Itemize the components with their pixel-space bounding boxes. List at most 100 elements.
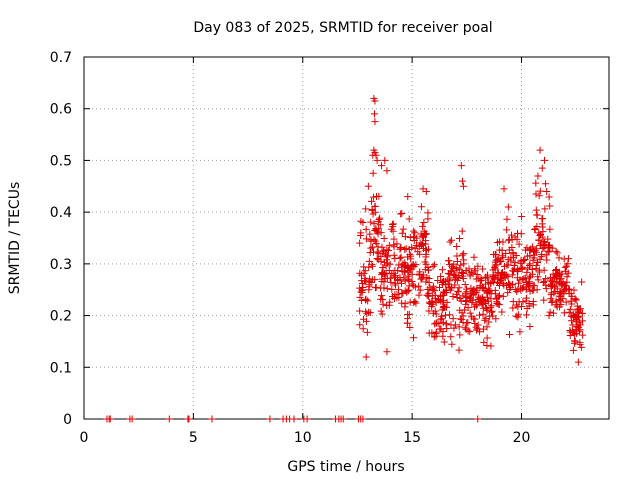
data-point: [416, 250, 424, 258]
data-point: [405, 215, 413, 223]
data-point: [422, 278, 430, 286]
data-point: [457, 297, 465, 305]
data-point: [379, 300, 387, 308]
data-point: [397, 210, 405, 218]
data-point: [470, 253, 478, 261]
data-point: [464, 304, 472, 312]
data-point: [461, 324, 469, 332]
data-point: [410, 227, 418, 235]
data-point: [474, 321, 482, 329]
data-point: [424, 209, 432, 217]
data-point: [383, 167, 391, 175]
data-point: [545, 312, 553, 320]
data-point: [532, 190, 540, 198]
data-point: [393, 240, 401, 248]
data-point: [422, 187, 430, 195]
data-point: [558, 281, 566, 289]
data-point: [576, 305, 584, 313]
data-point: [405, 282, 413, 290]
data-point: [513, 301, 521, 309]
data-point: [474, 295, 482, 303]
y-tick-label: 0.3: [50, 257, 72, 273]
data-point: [571, 295, 579, 303]
data-point: [390, 235, 398, 243]
x-tick-label: 5: [189, 430, 198, 446]
data-point: [380, 278, 388, 286]
data-point: [395, 261, 403, 269]
data-point: [479, 284, 487, 292]
data-point: [412, 299, 420, 307]
data-point: [377, 253, 385, 261]
data-point: [481, 316, 489, 324]
data-point: [362, 205, 370, 213]
data-point: [359, 284, 367, 292]
data-point: [369, 169, 377, 177]
data-point: [397, 253, 405, 261]
data-point: [509, 298, 517, 306]
data-point: [509, 249, 517, 257]
data-point: [466, 328, 474, 336]
data-point: [531, 225, 539, 233]
data-point: [460, 182, 468, 190]
y-tick-label: 0.6: [50, 102, 72, 118]
data-point: [567, 297, 575, 305]
y-tick-label: 0.7: [50, 50, 72, 66]
data-point: [387, 278, 395, 286]
data-point: [437, 273, 445, 281]
data-point: [540, 278, 548, 286]
data-points: [103, 94, 587, 423]
data-point: [553, 249, 561, 257]
data-point: [290, 415, 298, 423]
data-point: [541, 205, 549, 213]
data-point: [363, 328, 371, 336]
data-point: [437, 315, 445, 323]
data-point: [523, 268, 531, 276]
data-point: [398, 209, 406, 217]
data-point: [479, 325, 487, 333]
data-point: [371, 110, 378, 118]
data-point: [515, 279, 523, 287]
data-point: [552, 266, 560, 274]
data-point: [515, 240, 523, 248]
y-tick-label: 0.2: [50, 309, 72, 325]
data-point: [399, 225, 407, 233]
data-point: [503, 226, 511, 234]
data-point: [487, 280, 495, 288]
x-tick-label: 0: [80, 430, 89, 446]
data-point: [501, 274, 509, 282]
data-point: [532, 206, 540, 214]
data-point: [513, 235, 521, 243]
data-point: [442, 320, 450, 328]
data-point: [368, 276, 376, 284]
data-point: [398, 289, 406, 297]
data-point: [395, 286, 403, 294]
data-point: [483, 334, 491, 342]
data-point: [359, 415, 367, 423]
data-point: [383, 246, 391, 254]
data-point: [416, 286, 424, 294]
data-point: [364, 182, 372, 190]
data-point: [453, 294, 461, 302]
data-point: [458, 227, 466, 235]
data-point: [389, 220, 397, 228]
data-point: [408, 278, 416, 286]
data-point: [494, 269, 502, 277]
data-point: [402, 245, 410, 253]
x-tick-label: 10: [294, 430, 312, 446]
data-point: [492, 315, 500, 323]
x-axis-label: GPS time / hours: [287, 459, 404, 475]
data-point: [455, 274, 463, 282]
data-point: [532, 179, 540, 187]
data-point: [518, 263, 526, 271]
data-point: [398, 229, 406, 237]
data-point: [548, 298, 556, 306]
data-point: [446, 311, 454, 319]
data-point: [551, 274, 559, 282]
data-point: [468, 313, 476, 321]
data-point: [379, 263, 387, 271]
data-point: [488, 302, 496, 310]
data-point: [383, 348, 391, 356]
data-point: [559, 279, 567, 287]
data-point: [383, 253, 391, 261]
data-point: [570, 286, 578, 294]
